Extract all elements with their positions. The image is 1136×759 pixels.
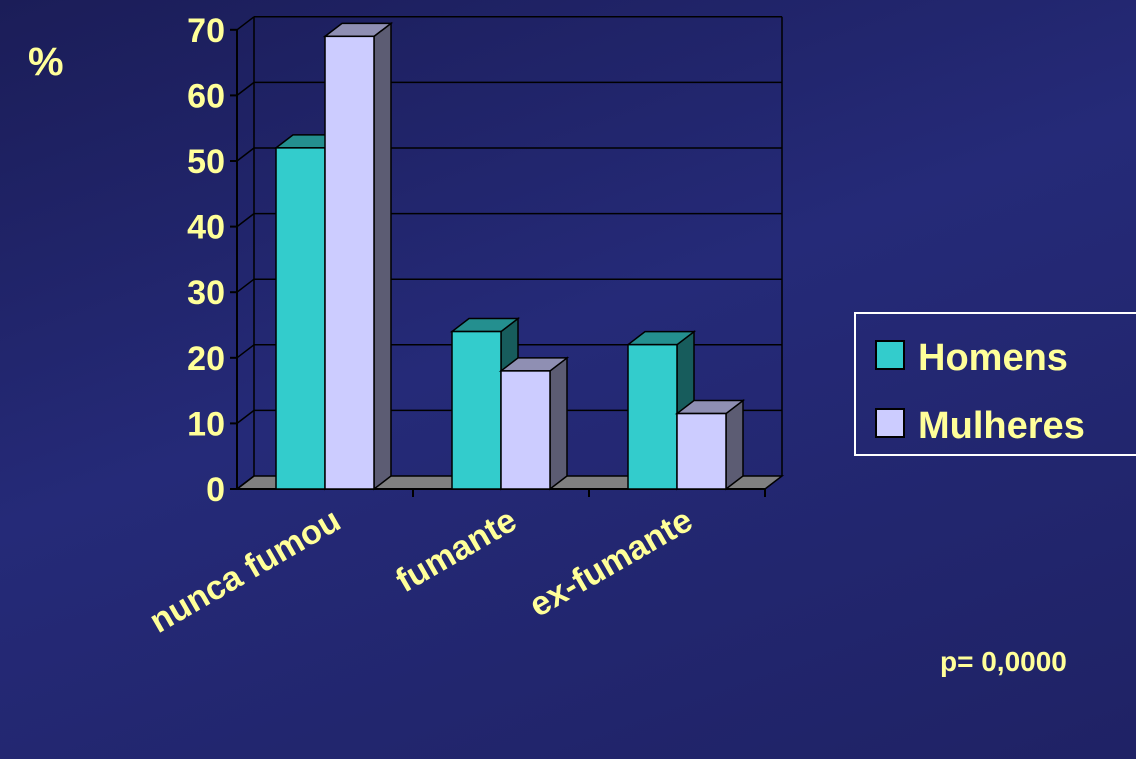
p-value-annotation: p= 0,0000 [940,646,1067,677]
y-tick-label: 60 [187,77,225,115]
bar-side-face [373,21,392,491]
bar-front-face [500,370,551,490]
gridline-side [236,409,255,424]
bar-front-face [324,35,375,490]
y-tick-label: 50 [187,143,225,181]
legend-swatch-homens [875,340,905,370]
legend: Homens Mulheres [854,312,1136,456]
legend-label-homens: Homens [918,337,1068,379]
gridline-side [236,278,255,293]
x-tick-label: nunca fumou [143,501,347,641]
legend-label-mulheres: Mulheres [918,405,1085,447]
y-tick-label: 40 [187,209,225,247]
bar-front-face [275,147,326,490]
bars [273,21,746,491]
gridline-side [236,81,255,96]
x-tick-label: fumante [389,501,523,600]
gridline-side [236,16,255,31]
y-tick-label: 10 [187,405,225,443]
y-tick-label: 0 [206,471,225,509]
gridline-side [236,147,255,162]
gridline-side [236,344,255,359]
x-tick-labels: nunca fumou fumante ex-fumante [143,489,766,641]
y-tick-label: 70 [187,12,225,50]
x-tick-label: ex-fumante [523,501,699,625]
bar-side-face [725,399,744,491]
y-tick-labels: 0 10 20 30 40 50 60 70 [187,12,237,509]
y-tick-label: 20 [187,340,225,378]
legend-box [854,312,1136,456]
bar-front-face [676,412,727,490]
gridline-side [236,475,255,490]
bar-front-face [627,343,678,490]
bar-mulheres-2 [674,399,746,491]
y-tick-label: 30 [187,274,225,312]
bar-mulheres-0 [322,21,394,491]
y-axis-label: % [28,40,64,84]
bar-mulheres-1 [498,356,570,491]
legend-swatch-mulheres [875,408,905,438]
gridline-side [236,213,255,228]
bar-side-face [549,356,568,491]
bar-front-face [451,330,502,490]
